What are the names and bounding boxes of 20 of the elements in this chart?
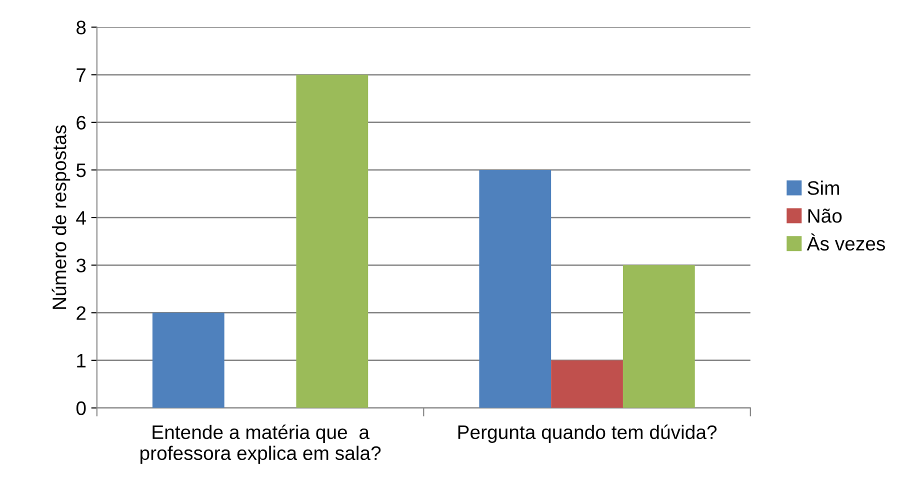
y-tick-label: 7: [76, 68, 86, 82]
y-tick-label: 5: [76, 164, 86, 178]
y-tick-label: 4: [76, 211, 86, 225]
x-tick-label: Pergunta quando tem dúvida?: [458, 424, 717, 443]
x-tick-label: Entende a matéria que a professora explica em sala?: [140, 424, 381, 464]
bar: [479, 170, 552, 408]
y-tick-label: 3: [76, 258, 86, 272]
bar: [622, 265, 695, 408]
y-tick-label: 6: [76, 116, 86, 130]
y-tick-label: 8: [76, 20, 86, 34]
bar: [551, 360, 623, 408]
bar: [296, 74, 368, 408]
legend-label: Às vezes: [806, 234, 885, 251]
legend-label: Sim: [808, 180, 839, 195]
bar: [152, 312, 224, 408]
y-tick-label: 1: [77, 354, 86, 368]
y-axis-title: Número de respostas: [52, 125, 70, 309]
legend-label: Não: [808, 208, 842, 223]
y-tick-label: 2: [76, 306, 86, 320]
y-tick-label: 0: [76, 401, 86, 416]
